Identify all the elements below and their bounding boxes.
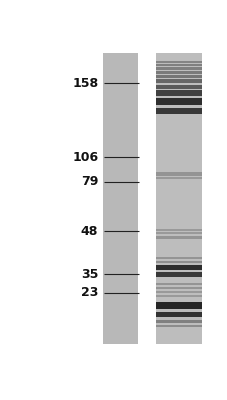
Bar <box>155 287 201 289</box>
Text: 48: 48 <box>81 225 98 238</box>
Bar <box>155 324 201 327</box>
Bar <box>155 108 201 114</box>
Text: 35: 35 <box>81 268 98 281</box>
Text: 158: 158 <box>72 77 98 90</box>
Bar <box>155 98 201 105</box>
Text: 79: 79 <box>81 176 98 188</box>
Bar <box>155 61 201 63</box>
Bar <box>155 264 201 270</box>
Bar <box>155 312 201 316</box>
Text: 106: 106 <box>72 151 98 164</box>
Bar <box>155 76 201 78</box>
Bar <box>155 85 201 89</box>
Bar <box>155 172 201 176</box>
Bar <box>155 302 201 309</box>
Bar <box>155 295 201 297</box>
Text: 23: 23 <box>81 286 98 299</box>
Bar <box>155 232 201 234</box>
Bar <box>155 64 201 66</box>
Bar <box>155 283 201 285</box>
Bar <box>155 257 201 259</box>
Bar <box>155 291 201 293</box>
Bar <box>155 53 201 344</box>
Bar <box>155 320 201 323</box>
Bar <box>155 176 201 179</box>
Bar <box>155 71 201 74</box>
Bar <box>155 80 201 83</box>
Bar <box>155 90 201 96</box>
Bar <box>155 272 201 276</box>
Bar <box>155 229 201 231</box>
Bar <box>137 53 155 344</box>
Bar <box>155 236 201 239</box>
Bar <box>155 67 201 70</box>
Bar <box>155 261 201 263</box>
Bar <box>102 53 138 344</box>
